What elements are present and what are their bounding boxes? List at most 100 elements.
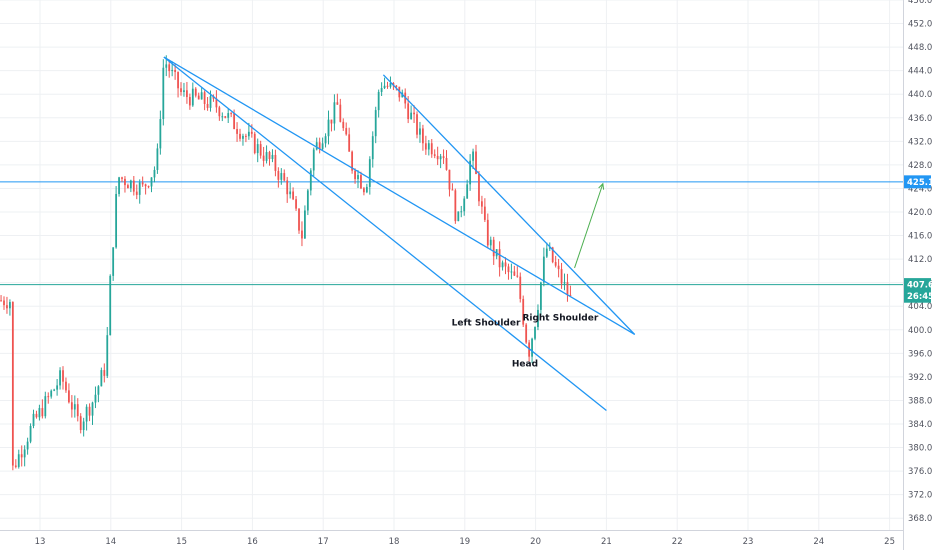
candle-body <box>277 170 280 180</box>
candle-body <box>336 102 339 105</box>
channel-upper[interactable] <box>163 56 636 336</box>
candle-body <box>11 302 14 466</box>
trendlines[interactable] <box>163 56 636 411</box>
candle <box>374 106 377 144</box>
candle-body <box>537 309 539 328</box>
candle-body <box>200 92 203 100</box>
candle-body <box>510 271 513 273</box>
y-tick-label: 388.00 <box>908 396 932 406</box>
level-badge-bg <box>904 175 931 189</box>
projection-arrow[interactable] <box>574 183 604 269</box>
candle-body <box>383 85 386 89</box>
candle-body <box>29 425 32 442</box>
candle-body <box>156 148 159 170</box>
candle <box>188 93 191 110</box>
candle <box>3 296 5 310</box>
candle <box>454 188 457 224</box>
candle-body <box>147 186 150 188</box>
candle-body <box>265 152 268 161</box>
candle-body <box>466 184 469 199</box>
y-tick-label: 416.00 <box>908 232 932 242</box>
candle-body <box>545 248 548 257</box>
channel-lower[interactable] <box>163 56 607 411</box>
x-tick-label: 15 <box>176 537 187 547</box>
candle-body <box>186 90 188 98</box>
x-tick-label: 16 <box>247 537 258 547</box>
candle <box>88 403 91 422</box>
candle <box>422 124 424 151</box>
candle <box>135 184 138 200</box>
candle <box>330 119 333 132</box>
candle <box>168 59 171 78</box>
candle <box>475 144 477 175</box>
candle-body <box>106 335 109 376</box>
candle <box>162 59 165 126</box>
candle <box>469 154 472 191</box>
candle <box>221 112 224 122</box>
candle-body <box>371 136 374 160</box>
candle <box>410 105 413 120</box>
projection-arrow-head <box>598 182 605 190</box>
candle <box>507 263 510 280</box>
candle-body <box>23 449 26 458</box>
time-axis[interactable]: 13 14 15 16 17 18 19 20 21 22 23 24 25 <box>0 530 903 550</box>
candle-body <box>168 64 171 72</box>
candle-body <box>301 230 303 239</box>
candle-body <box>525 324 528 343</box>
candle-body <box>513 271 516 276</box>
candle-body <box>389 83 392 87</box>
candle <box>563 273 566 291</box>
candle <box>519 272 522 303</box>
candle-body <box>292 191 295 200</box>
candle-body <box>183 90 185 93</box>
candle-body <box>463 198 466 212</box>
annotation-label: Right Shoulder <box>522 313 598 323</box>
candle-body <box>203 92 206 104</box>
upper-right-line[interactable] <box>382 74 636 335</box>
candle-body <box>171 69 174 72</box>
candle-body <box>339 104 342 122</box>
candle <box>398 86 401 102</box>
candle-body <box>20 454 23 458</box>
candle-body <box>85 406 88 422</box>
candle-body <box>531 338 533 357</box>
candle-body <box>569 294 572 296</box>
candle <box>486 213 489 249</box>
candle-body <box>38 408 41 418</box>
candle-body <box>121 177 123 179</box>
y-tick-label: 392.00 <box>908 373 932 383</box>
candle-body <box>118 177 120 194</box>
candle-body <box>271 154 274 159</box>
candle <box>377 89 380 118</box>
candle-body <box>504 262 507 267</box>
candle <box>483 198 486 223</box>
candle-body <box>129 180 132 189</box>
candle <box>41 399 44 419</box>
y-tick-label: 376.00 <box>908 467 932 477</box>
candle-body <box>554 262 557 266</box>
candle-body <box>448 169 451 190</box>
horizontal-levels <box>0 181 903 286</box>
candle <box>20 445 23 467</box>
candle-body <box>177 72 179 89</box>
x-tick-label: 25 <box>884 537 895 547</box>
candle-body <box>445 158 448 170</box>
candle-body <box>103 370 106 376</box>
candle-body <box>566 282 569 295</box>
candle-body <box>206 103 209 108</box>
candle-body <box>14 465 17 467</box>
candle <box>345 122 348 136</box>
candle <box>309 168 312 196</box>
price-axis[interactable]: 368.00 372.00 376.00 380.00 384.00 388.00 392.… <box>903 0 932 550</box>
candle <box>466 179 469 199</box>
candle <box>324 133 327 148</box>
candle-body <box>35 413 38 418</box>
candle-body <box>430 143 433 155</box>
candle-body <box>342 121 345 129</box>
candle <box>516 266 519 278</box>
candle <box>292 187 295 201</box>
candle-body <box>436 155 439 160</box>
candle <box>6 296 8 314</box>
y-tick-label: 424.00 <box>908 184 932 194</box>
